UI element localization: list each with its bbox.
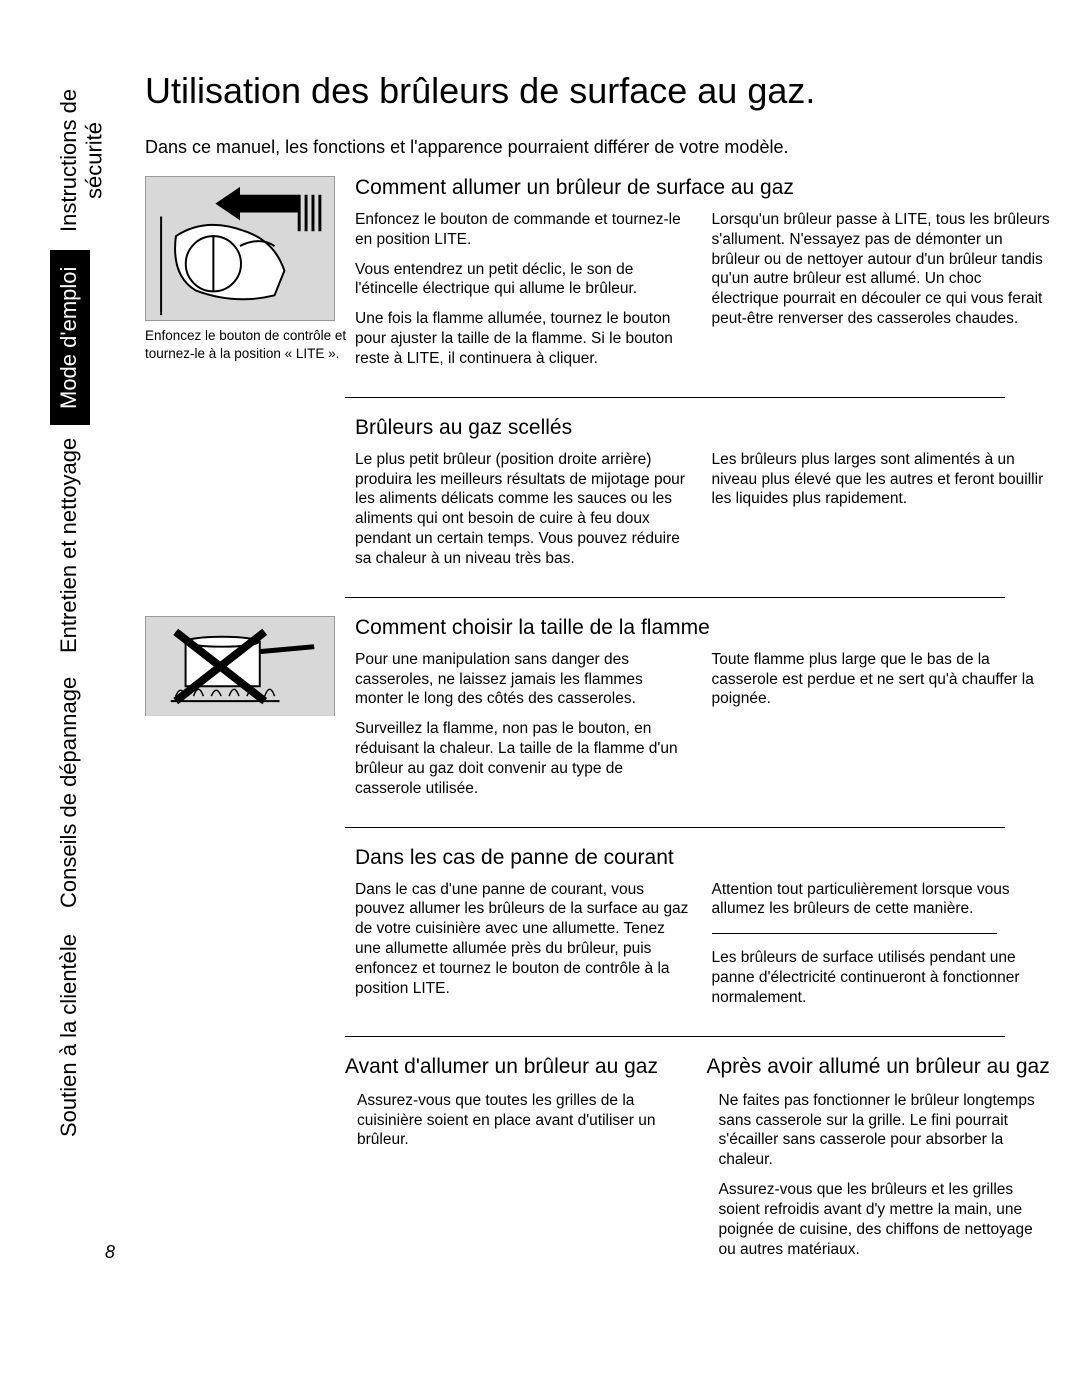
page-number: 8 [105, 1242, 115, 1263]
tab-conseils[interactable]: Conseils de dépannage [50, 665, 90, 920]
section-divider [345, 827, 1005, 828]
section-divider [345, 397, 1005, 398]
page-content: Utilisation des brûleurs de surface au g… [100, 70, 1050, 1269]
side-nav-tabs: Instructions de sécurité Mode d'emploi E… [50, 70, 90, 1260]
page-title: Utilisation des brûleurs de surface au g… [145, 70, 1050, 112]
image-column [145, 616, 355, 809]
body-text: Assurez-vous que les brûleurs et les gri… [707, 1180, 1051, 1259]
section-divider [345, 597, 1005, 598]
body-text: Surveillez la flamme, non pas le bouton,… [355, 719, 694, 798]
image-column [145, 416, 355, 579]
image-caption: Enfoncez le bouton de contrôle et tourne… [145, 327, 355, 362]
image-column: Enfoncez le bouton de contrôle et tourne… [145, 176, 355, 379]
section-heading: Après avoir allumé un brûleur au gaz [707, 1055, 1051, 1079]
body-text: Assurez-vous que toutes les grilles de l… [345, 1091, 689, 1150]
body-text: Le plus petit brûleur (position droite a… [355, 450, 694, 569]
section-divider [345, 1036, 1005, 1037]
content-column: Comment choisir la taille de la flamme P… [355, 616, 1050, 809]
section-heading: Brûleurs au gaz scellés [355, 416, 1050, 440]
section-heading: Comment allumer un brûleur de surface au… [355, 176, 1050, 200]
pot-illustration [145, 616, 335, 716]
body-text: Attention tout particulièrement lorsque … [712, 880, 1051, 920]
body-text: Vous entendrez un petit déclic, le son d… [355, 260, 694, 300]
section-allumer: Enfoncez le bouton de contrôle et tourne… [145, 176, 1050, 379]
body-text: Toute flamme plus large que le bas de la… [712, 650, 1051, 709]
body-text: Dans le cas d'une panne de courant, vous… [355, 880, 694, 999]
body-text: Les brûleurs plus larges sont alimentés … [712, 450, 1051, 509]
section-flamme: Comment choisir la taille de la flamme P… [145, 616, 1050, 809]
section-panne: Dans les cas de panne de courant Dans le… [145, 846, 1050, 1018]
tab-label: Instructions de [56, 88, 81, 231]
body-text: Ne faites pas fonctionner le brûleur lon… [707, 1091, 1051, 1170]
intro-text: Dans ce manuel, les fonctions et l'appar… [145, 137, 1050, 158]
body-text: Les brûleurs de surface utilisés pendant… [712, 948, 1051, 1007]
content-column: Brûleurs au gaz scellés Le plus petit br… [355, 416, 1050, 579]
section-heading: Avant d'allumer un brûleur au gaz [345, 1055, 689, 1079]
image-column [145, 846, 355, 1018]
content-column: Dans les cas de panne de courant Dans le… [355, 846, 1050, 1018]
section-scelles: Brûleurs au gaz scellés Le plus petit br… [145, 416, 1050, 579]
tab-soutien[interactable]: Soutien à la clientèle [50, 920, 90, 1150]
tab-entretien[interactable]: Entretien et nettoyage [50, 425, 90, 665]
content-column: Comment allumer un brûleur de surface au… [355, 176, 1050, 379]
knob-illustration [145, 176, 335, 321]
body-text: Enfoncez le bouton de commande et tourne… [355, 210, 694, 250]
body-text: Pour une manipulation sans danger des ca… [355, 650, 694, 709]
tab-instructions[interactable]: Instructions de sécurité [50, 70, 90, 250]
section-heading: Dans les cas de panne de courant [355, 846, 1050, 870]
section-heading: Comment choisir la taille de la flamme [355, 616, 1050, 640]
tab-mode-emploi[interactable]: Mode d'emploi [50, 250, 90, 425]
body-text: Lorsqu'un brûleur passe à LITE, tous les… [712, 210, 1051, 329]
inline-divider [712, 933, 997, 934]
body-text: Une fois la flamme allumée, tournez le b… [355, 309, 694, 368]
section-avant-apres: Avant d'allumer un brûleur au gaz Assure… [345, 1055, 1050, 1270]
